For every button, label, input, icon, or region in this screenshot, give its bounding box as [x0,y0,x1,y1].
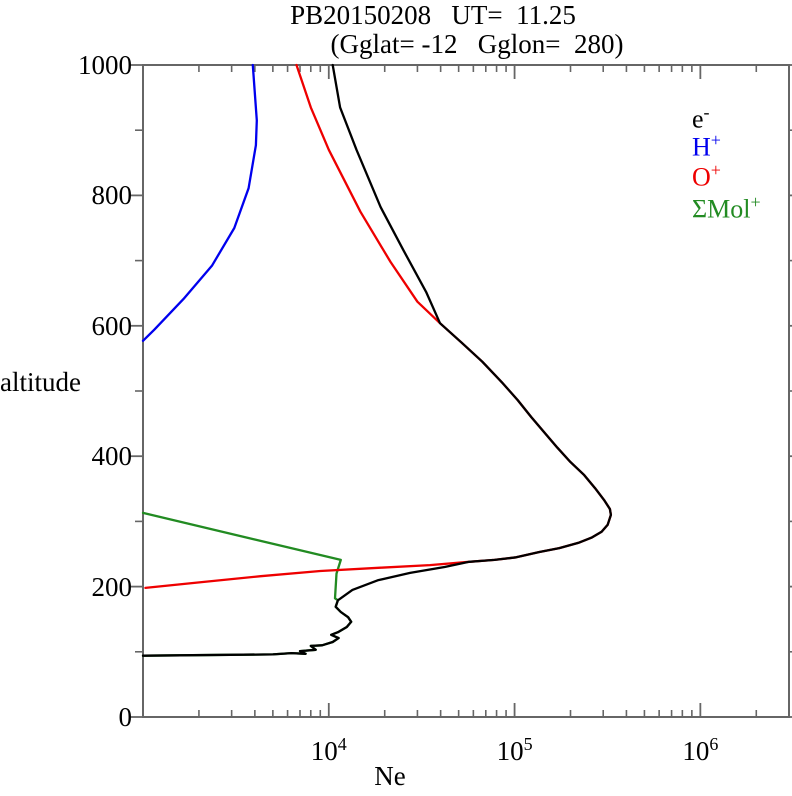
y-tick-label-800: 800 [91,180,133,211]
legend-item-mol-plus: ΣMol+ [692,192,761,224]
y-axis-title: altitude [0,367,81,397]
legend-item-e-minus: e- [692,102,710,134]
x-tick-label-1e4: 104 [310,734,347,766]
x-tick-label-1e5: 105 [496,734,533,766]
y-tick-label-400: 400 [91,441,133,472]
series-line-o- [144,63,613,590]
legend-item-o-plus: O+ [692,160,721,192]
x-tick-label-1e6: 106 [682,734,719,766]
legend-item-h-plus: H+ [692,130,721,162]
series-line-e- [141,63,613,657]
series-line-h- [141,63,258,342]
y-tick-label-600: 600 [91,310,133,341]
chart-title-line2: (Gglat= -12 Gglon= 280) [330,29,624,59]
y-tick-label-200: 200 [91,571,133,602]
y-tick-label-0: 0 [118,702,133,732]
y-tick-label-1000: 1000 [78,50,132,80]
chart-title-line1: PB20150208 UT= 11.25 [290,0,576,30]
x-axis-title: Ne [374,761,406,791]
